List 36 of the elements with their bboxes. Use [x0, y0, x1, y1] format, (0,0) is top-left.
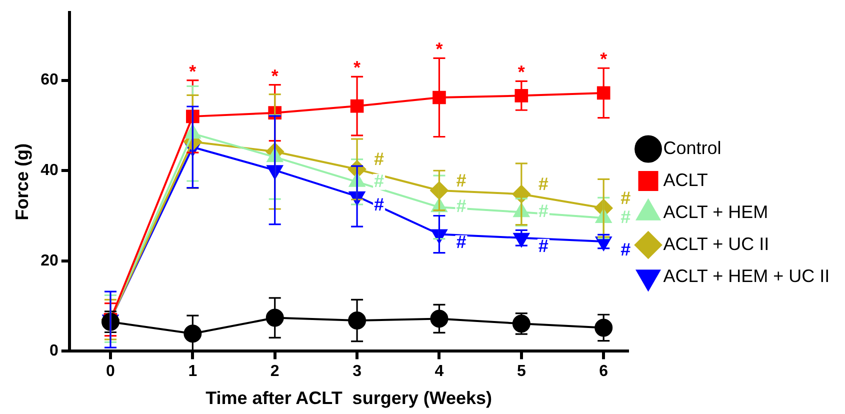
legend-label: ACLT — [663, 170, 708, 190]
annotation: * — [271, 66, 278, 86]
x-tick-label: 6 — [599, 363, 608, 380]
annotation: # — [374, 149, 384, 170]
annotation: * — [189, 61, 196, 82]
annotation: # — [374, 170, 384, 191]
x-tick-label: 4 — [434, 363, 444, 380]
annotation: # — [538, 174, 548, 194]
x-tick-label: 0 — [106, 363, 116, 380]
annotation: # — [538, 236, 548, 256]
annotation: * — [518, 62, 525, 82]
legend-label: Control — [663, 138, 722, 158]
y-axis-title: Force (g) — [12, 143, 32, 220]
annotation: # — [620, 206, 631, 227]
annotation: # — [456, 196, 466, 216]
legend-label: ACLT + HEM + UC II — [663, 266, 830, 286]
x-tick-label: 1 — [188, 363, 198, 380]
x-axis-title: Time after ACLT surgery (Weeks) — [206, 388, 492, 408]
annotation: * — [600, 49, 608, 70]
y-tick-label: 60 — [40, 72, 58, 89]
y-tick-label: 40 — [40, 162, 58, 180]
annotation: * — [354, 58, 361, 78]
annotation: # — [374, 194, 384, 214]
legend-label: ACLT + HEM — [663, 202, 768, 222]
x-tick-label: 5 — [516, 363, 526, 380]
annotation: * — [436, 39, 443, 60]
annotation: # — [538, 201, 548, 222]
y-tick-label: 0 — [49, 342, 58, 360]
legend-label: ACLT + UC II — [663, 234, 770, 254]
annotation: # — [620, 188, 631, 208]
annotation: # — [620, 239, 631, 260]
annotation: # — [456, 232, 466, 252]
x-tick-label: 3 — [352, 363, 362, 380]
annotation: # — [456, 170, 466, 190]
y-tick-label: 20 — [40, 252, 58, 270]
x-tick-label: 2 — [270, 363, 280, 380]
